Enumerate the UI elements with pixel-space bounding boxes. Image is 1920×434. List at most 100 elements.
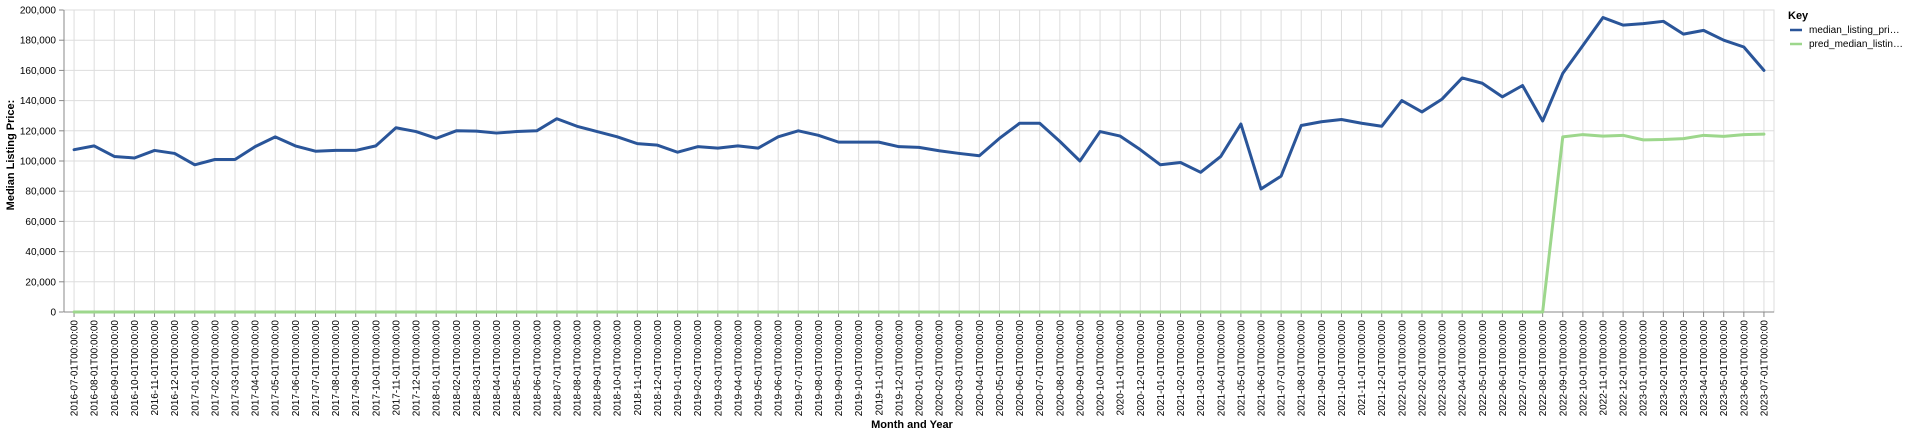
x-tick-label: 2020-03-01T00:00:00 (955, 320, 966, 417)
x-tick-label: 2023-07-01T00:00:00 (1759, 320, 1770, 417)
x-tick-label: 2019-08-01T00:00:00 (814, 320, 825, 417)
x-tick-label: 2020-12-01T00:00:00 (1136, 320, 1147, 417)
legend-title: Key (1788, 10, 1809, 22)
y-tick-label: 80,000 (25, 187, 56, 198)
x-tick-label: 2017-08-01T00:00:00 (331, 320, 342, 417)
x-tick-label: 2021-04-01T00:00:00 (1216, 320, 1227, 417)
axes: 0 20,000 40,000 60,000 80,000 100,000 120,000 1… (20, 6, 1775, 417)
series-line-pred-median-listin (72, 132, 1766, 314)
x-tick-label: 2016-07-01T00:00:00 (70, 320, 81, 417)
y-tick-label: 160,000 (20, 66, 57, 77)
x-tick-label: 2023-03-01T00:00:00 (1679, 320, 1690, 417)
x-tick-label: 2019-07-01T00:00:00 (794, 320, 805, 417)
y-tick-label: 60,000 (25, 217, 56, 228)
x-tick-label: 2020-05-01T00:00:00 (995, 320, 1006, 417)
x-tick-label: 2017-07-01T00:00:00 (311, 320, 322, 417)
x-tick-label: 2017-12-01T00:00:00 (412, 320, 423, 417)
x-tick-label: 2022-02-01T00:00:00 (1417, 320, 1428, 417)
x-tick-label: 2021-01-01T00:00:00 (1156, 320, 1167, 417)
x-tick-label: 2022-03-01T00:00:00 (1438, 320, 1449, 417)
x-tick-label: 2021-08-01T00:00:00 (1297, 320, 1308, 417)
legend-entries: median_listing_pri… pred_median_listin… (1790, 25, 1903, 50)
x-tick-label: 2020-08-01T00:00:00 (1055, 320, 1066, 417)
x-tick-label: 2021-10-01T00:00:00 (1337, 320, 1348, 417)
x-tick-label: 2019-12-01T00:00:00 (894, 320, 905, 417)
x-tick-label: 2018-10-01T00:00:00 (613, 320, 624, 417)
y-tick-label: 100,000 (20, 157, 57, 168)
x-tick-label: 2018-05-01T00:00:00 (512, 320, 523, 417)
x-tick-label: 2019-11-01T00:00:00 (874, 320, 885, 416)
x-tick-label: 2022-09-01T00:00:00 (1558, 320, 1569, 417)
x-tick-label: 2020-07-01T00:00:00 (1035, 320, 1046, 417)
x-tick-label: 2017-04-01T00:00:00 (251, 320, 262, 417)
x-tick-label: 2019-06-01T00:00:00 (774, 320, 785, 417)
x-tick-label: 2023-05-01T00:00:00 (1719, 320, 1730, 417)
y-axis-title: Median Listing Price: (5, 100, 17, 211)
series-lines (72, 16, 1766, 314)
x-tick-label: 2020-11-01T00:00:00 (1116, 320, 1127, 416)
x-tick-label: 2020-04-01T00:00:00 (975, 320, 986, 417)
x-tick-label: 2021-02-01T00:00:00 (1176, 320, 1187, 417)
x-tick-label: 2018-03-01T00:00:00 (472, 320, 483, 417)
x-tick-label: 2020-10-01T00:00:00 (1096, 320, 1107, 417)
x-axis-title: Month and Year (871, 419, 953, 431)
x-tick-label: 2016-10-01T00:00:00 (130, 320, 141, 417)
x-tick-label: 2021-03-01T00:00:00 (1196, 320, 1207, 417)
x-tick-label: 2018-08-01T00:00:00 (573, 320, 584, 417)
grid-lines (64, 9, 1774, 313)
x-tick-label: 2021-09-01T00:00:00 (1317, 320, 1328, 417)
x-tick-label: 2022-11-01T00:00:00 (1599, 320, 1610, 416)
x-tick-label: 2021-07-01T00:00:00 (1277, 320, 1288, 417)
x-tick-label: 2023-02-01T00:00:00 (1659, 320, 1670, 417)
x-tick-label: 2022-08-01T00:00:00 (1538, 320, 1549, 417)
y-tick-label: 200,000 (20, 6, 57, 17)
y-tick-label: 180,000 (20, 36, 57, 47)
legend-label: pred_median_listin… (1809, 39, 1903, 50)
x-tick-label: 2023-06-01T00:00:00 (1739, 320, 1750, 417)
x-tick-label: 2020-02-01T00:00:00 (935, 320, 946, 417)
x-tick-label: 2018-07-01T00:00:00 (552, 320, 563, 417)
y-tick-label: 140,000 (20, 96, 57, 107)
x-tick-label: 2022-01-01T00:00:00 (1397, 320, 1408, 417)
x-tick-label: 2016-09-01T00:00:00 (110, 320, 121, 417)
x-tick-label: 2020-01-01T00:00:00 (915, 320, 926, 417)
legend: Key median_listing_pri… pred_median_listi… (1788, 10, 1903, 50)
x-tick-label: 2019-02-01T00:00:00 (693, 320, 704, 417)
x-tick-label: 2017-09-01T00:00:00 (351, 320, 362, 417)
y-tick-label: 0 (50, 308, 56, 319)
x-tick-label: 2021-11-01T00:00:00 (1357, 320, 1368, 416)
series-line-median-listing-pri (72, 16, 1766, 191)
x-tick-label: 2022-06-01T00:00:00 (1498, 320, 1509, 417)
x-tick-label: 2016-12-01T00:00:00 (170, 320, 181, 417)
x-tick-label: 2018-06-01T00:00:00 (532, 320, 543, 417)
x-tick-label: 2020-06-01T00:00:00 (1015, 320, 1026, 417)
y-tick-label: 20,000 (25, 277, 56, 288)
x-tick-label: 2018-02-01T00:00:00 (452, 320, 463, 417)
x-tick-label: 2021-06-01T00:00:00 (1257, 320, 1268, 417)
x-tick-label: 2019-09-01T00:00:00 (834, 320, 845, 417)
x-tick-label: 2018-12-01T00:00:00 (653, 320, 664, 417)
legend-label: median_listing_pri… (1809, 25, 1900, 36)
x-tick-label: 2019-05-01T00:00:00 (754, 320, 765, 417)
x-tick-label: 2021-05-01T00:00:00 (1236, 320, 1247, 417)
x-tick-label: 2017-10-01T00:00:00 (371, 320, 382, 417)
x-tick-label: 2017-11-01T00:00:00 (391, 320, 402, 416)
x-tick-label: 2022-12-01T00:00:00 (1619, 320, 1630, 417)
x-tick-label: 2019-04-01T00:00:00 (733, 320, 744, 417)
x-tick-label: 2018-09-01T00:00:00 (593, 320, 604, 417)
x-tick-label: 2017-06-01T00:00:00 (291, 320, 302, 417)
x-tick-label: 2019-01-01T00:00:00 (673, 320, 684, 417)
x-tick-label: 2022-10-01T00:00:00 (1578, 320, 1589, 417)
y-tick-label: 40,000 (25, 247, 56, 258)
x-tick-label: 2016-08-01T00:00:00 (90, 320, 101, 417)
y-tick-label: 120,000 (20, 126, 57, 137)
x-tick-label: 2022-07-01T00:00:00 (1518, 320, 1529, 417)
x-tick-label: 2019-03-01T00:00:00 (713, 320, 724, 417)
x-tick-label: 2022-04-01T00:00:00 (1458, 320, 1469, 417)
x-tick-label: 2018-01-01T00:00:00 (432, 320, 443, 417)
x-tick-label: 2017-05-01T00:00:00 (271, 320, 282, 417)
x-tick-label: 2023-01-01T00:00:00 (1639, 320, 1650, 417)
x-tick-label: 2022-05-01T00:00:00 (1478, 320, 1489, 417)
x-tick-label: 2019-10-01T00:00:00 (854, 320, 865, 417)
